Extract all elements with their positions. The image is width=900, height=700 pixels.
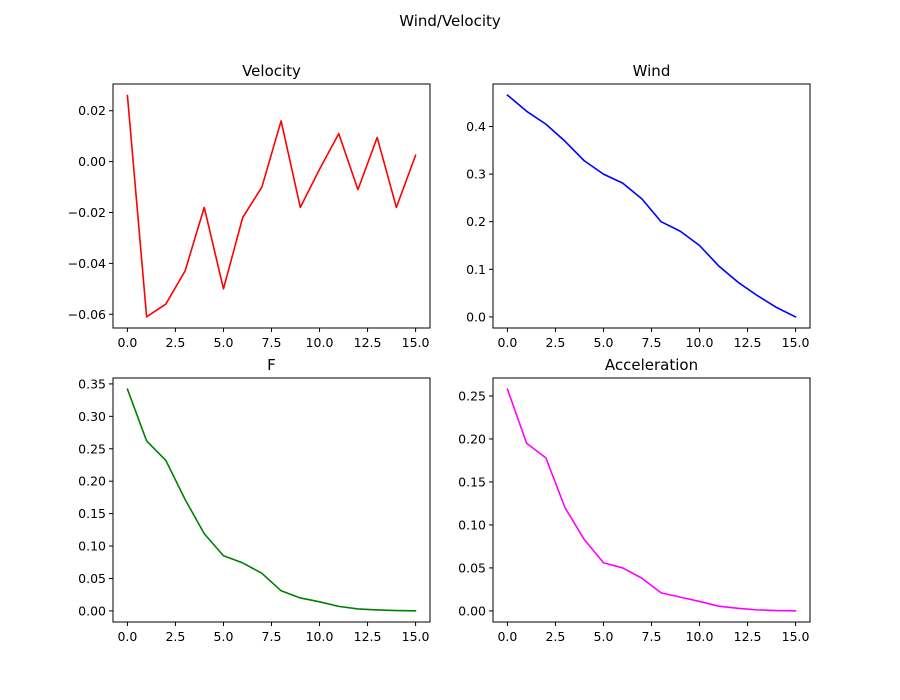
x-tick-label: 15.0 <box>782 629 810 644</box>
subplot-4: Acceleration 0.0 2.5 5.0 7.5 10.0 12.5 15.0 0.00… <box>458 356 811 644</box>
axes-frame <box>112 83 431 329</box>
subplot-3: F 0.0 2.5 5.0 7.5 10.0 12.5 15.0 0.00 0.05 0.10 0.1… <box>78 356 431 644</box>
x-tick-label: 10.0 <box>686 335 714 350</box>
x-tick-label: 15.0 <box>402 629 430 644</box>
y-tick-label: 0.00 <box>78 154 106 169</box>
y-tick-label: 0.15 <box>458 474 486 489</box>
x-tick-label: 5.0 <box>214 629 234 644</box>
x-tick-label: 2.5 <box>165 629 185 644</box>
x-tick-label: 10.0 <box>686 629 714 644</box>
x-tick-label: 0.0 <box>117 629 137 644</box>
figure-title: Wind/Velocity <box>399 12 501 30</box>
y-tick-label: 0.20 <box>458 431 486 446</box>
subplot-2: Wind 0.0 2.5 5.0 7.5 10.0 12.5 15.0 0.0 0.1 0.2 0.3… <box>466 62 811 350</box>
x-tick-label: 2.5 <box>545 335 565 350</box>
x-tick-label: 7.5 <box>262 335 282 350</box>
x-tick-label: 12.5 <box>734 629 762 644</box>
y-tick-label: −0.02 <box>68 205 106 220</box>
subplot-title: Velocity <box>242 62 301 80</box>
series-line <box>126 94 417 318</box>
x-tick-label: 5.0 <box>594 335 614 350</box>
series-line <box>126 388 417 612</box>
subplot-title: Acceleration <box>605 356 698 374</box>
x-tick-label: 10.0 <box>306 335 334 350</box>
x-tick-label: 15.0 <box>402 335 430 350</box>
series-line <box>506 388 797 612</box>
axes-frame <box>112 377 431 623</box>
y-tick-label: 0.15 <box>78 506 106 521</box>
y-tick-label: 0.0 <box>466 309 486 324</box>
x-tick-label: 12.5 <box>354 629 382 644</box>
y-tick-label: 0.05 <box>458 560 486 575</box>
y-tick-label: 0.4 <box>466 119 486 134</box>
x-tick-label: 0.0 <box>497 629 517 644</box>
x-tick-label: 2.5 <box>545 629 565 644</box>
y-tick-label: 0.05 <box>78 571 106 586</box>
y-tick-label: 0.10 <box>78 539 106 554</box>
y-tick-label: 0.00 <box>458 603 486 618</box>
x-tick-label: 5.0 <box>594 629 614 644</box>
y-tick-label: −0.04 <box>68 256 106 271</box>
x-tick-label: 12.5 <box>354 335 382 350</box>
y-tick-label: 0.2 <box>466 214 486 229</box>
x-tick-label: 7.5 <box>642 335 662 350</box>
y-tick-label: −0.06 <box>68 307 106 322</box>
y-tick-label: 0.25 <box>78 441 106 456</box>
x-tick-label: 10.0 <box>306 629 334 644</box>
x-tick-label: 0.0 <box>497 335 517 350</box>
x-tick-label: 7.5 <box>262 629 282 644</box>
y-tick-label: 0.10 <box>458 517 486 532</box>
y-tick-label: 0.30 <box>78 409 106 424</box>
y-tick-label: 0.35 <box>78 376 106 391</box>
y-tick-label: 0.20 <box>78 474 106 489</box>
subplot-title: F <box>267 356 276 374</box>
x-tick-label: 12.5 <box>734 335 762 350</box>
subplot-1: Velocity 0.0 2.5 5.0 7.5 10.0 12.5 15.0 −0.06 −0.… <box>68 62 431 350</box>
x-tick-label: 7.5 <box>642 629 662 644</box>
y-tick-label: 0.02 <box>78 103 106 118</box>
y-tick-label: 0.25 <box>458 388 486 403</box>
subplot-title: Wind <box>633 62 671 80</box>
x-tick-label: 5.0 <box>214 335 234 350</box>
series-line <box>506 94 797 318</box>
y-tick-label: 0.1 <box>466 262 486 277</box>
x-tick-label: 0.0 <box>117 335 137 350</box>
y-tick-label: 0.3 <box>466 167 486 182</box>
x-tick-label: 2.5 <box>165 335 185 350</box>
y-tick-label: 0.00 <box>78 603 106 618</box>
x-tick-label: 15.0 <box>782 335 810 350</box>
